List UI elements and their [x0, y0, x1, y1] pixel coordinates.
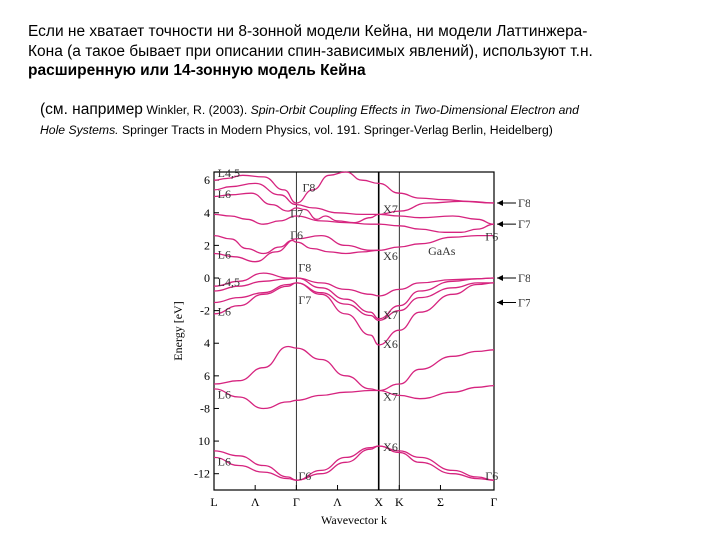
plot-frame [213, 171, 495, 491]
band-curve [213, 171, 495, 204]
y-tick-label: -12 [194, 467, 210, 481]
y-tick-label: -8 [200, 401, 210, 415]
plot-area: 6 4 2 0 -2 4 6 -8 10 -12L Λ Γ Λ X K Σ Γ Wavevector k Energ… [171, 166, 530, 527]
symmetry-point-label: L6 [218, 187, 231, 201]
y-tick-label: 4 [204, 206, 210, 220]
cite-title-2: Hole Systems. [40, 123, 119, 137]
symmetry-point-label: L6 [218, 247, 231, 261]
symmetry-point-label: Γ7 [290, 207, 303, 221]
symmetry-point-label: L6 [218, 388, 231, 402]
cite-prefix: (см. например [40, 101, 143, 118]
intro-line-3: расширенную или 14-зонную модель Кейна [28, 62, 366, 79]
x-tick-label: L [210, 495, 217, 509]
right-arrowhead [497, 299, 503, 306]
band-curve [213, 282, 495, 346]
right-arrowhead [497, 221, 503, 228]
symmetry-point-label: X6 [383, 337, 398, 351]
right-label: Γ7 [518, 217, 530, 231]
symmetry-point-label: Γ8 [298, 260, 311, 274]
band-curve [213, 234, 379, 255]
right-label: Γ8 [518, 196, 530, 210]
symmetry-point-label: Γ6 [298, 469, 311, 483]
right-label: Γ8 [518, 271, 530, 285]
y-tick-label: -2 [200, 304, 210, 318]
symmetry-point-label: Γ8 [302, 181, 315, 195]
symmetry-point-label: X6 [383, 249, 398, 263]
symmetry-point-label: X7 [383, 202, 398, 216]
symmetry-point-label: Γ6 [485, 469, 498, 483]
x-tick-label: Γ [491, 495, 498, 509]
citation: (см. например Winkler, R. (2003). Spin-O… [40, 100, 710, 140]
band-curve [213, 345, 495, 392]
x-tick-label: K [395, 495, 404, 509]
band-curve [213, 182, 495, 216]
symmetry-point-label: Γ7 [298, 293, 311, 307]
intro-line-1: Если не хватает точности ни 8-зонной мод… [28, 23, 588, 40]
x-tick-label: Γ [293, 495, 300, 509]
y-tick-label: 2 [204, 238, 210, 252]
cite-author: Winkler, R. (2003). [146, 103, 248, 117]
x-axis-label: Wavevector k [321, 513, 387, 527]
band-curve [213, 192, 495, 225]
cite-rest: Springer Tracts in Modern Physics, vol. … [121, 123, 553, 137]
symmetry-point-label: Γ6 [485, 229, 498, 243]
symmetry-point-label: X7 [383, 389, 398, 403]
band-curve [213, 282, 494, 322]
band-curve [213, 213, 495, 233]
symmetry-point-label: X7 [383, 308, 398, 322]
x-tick-label: Λ [333, 495, 342, 509]
y-tick-label: 4 [204, 336, 210, 350]
intro-line-2: Кона (а такое бывает при описании спин-з… [28, 42, 593, 60]
symmetry-point-label: L4,5 [218, 275, 240, 289]
right-arrowhead [497, 275, 503, 281]
intro-paragraph: Если не хватает точности ни 8-зонной мод… [28, 22, 708, 81]
material-label: GaAs [428, 244, 456, 258]
y-tick-label: 0 [204, 271, 210, 285]
band-curve [213, 445, 495, 481]
symmetry-point-label: L4,5 [218, 166, 240, 180]
band-curve [213, 272, 495, 297]
cite-title-1: Spin-Orbit Coupling Effects in Two-Dimen… [250, 103, 579, 117]
right-arrowhead [497, 199, 503, 206]
y-tick-label: 6 [204, 369, 210, 383]
symmetry-point-label: Γ6 [290, 228, 303, 242]
symmetry-point-label: L6 [218, 305, 231, 319]
y-axis-label: Energy [eV] [171, 301, 185, 360]
right-label: Γ7 [518, 295, 530, 309]
band-curve [213, 445, 495, 481]
symmetry-point-label: X6 [383, 440, 398, 454]
y-tick-label: 10 [198, 434, 210, 448]
band-curve [213, 234, 494, 263]
x-tick-label: Λ [251, 495, 260, 509]
band-curve [213, 384, 495, 410]
y-tick-label: 6 [204, 173, 210, 187]
band-structure-chart: 6 4 2 0 -2 4 6 -8 10 -12L Λ Γ Λ X K Σ Γ Wavevector k Energ… [171, 166, 530, 527]
symmetry-point-label: L6 [218, 455, 231, 469]
x-tick-label: Σ [437, 495, 444, 509]
band-curve [213, 277, 495, 320]
x-tick-label: X [374, 495, 383, 509]
